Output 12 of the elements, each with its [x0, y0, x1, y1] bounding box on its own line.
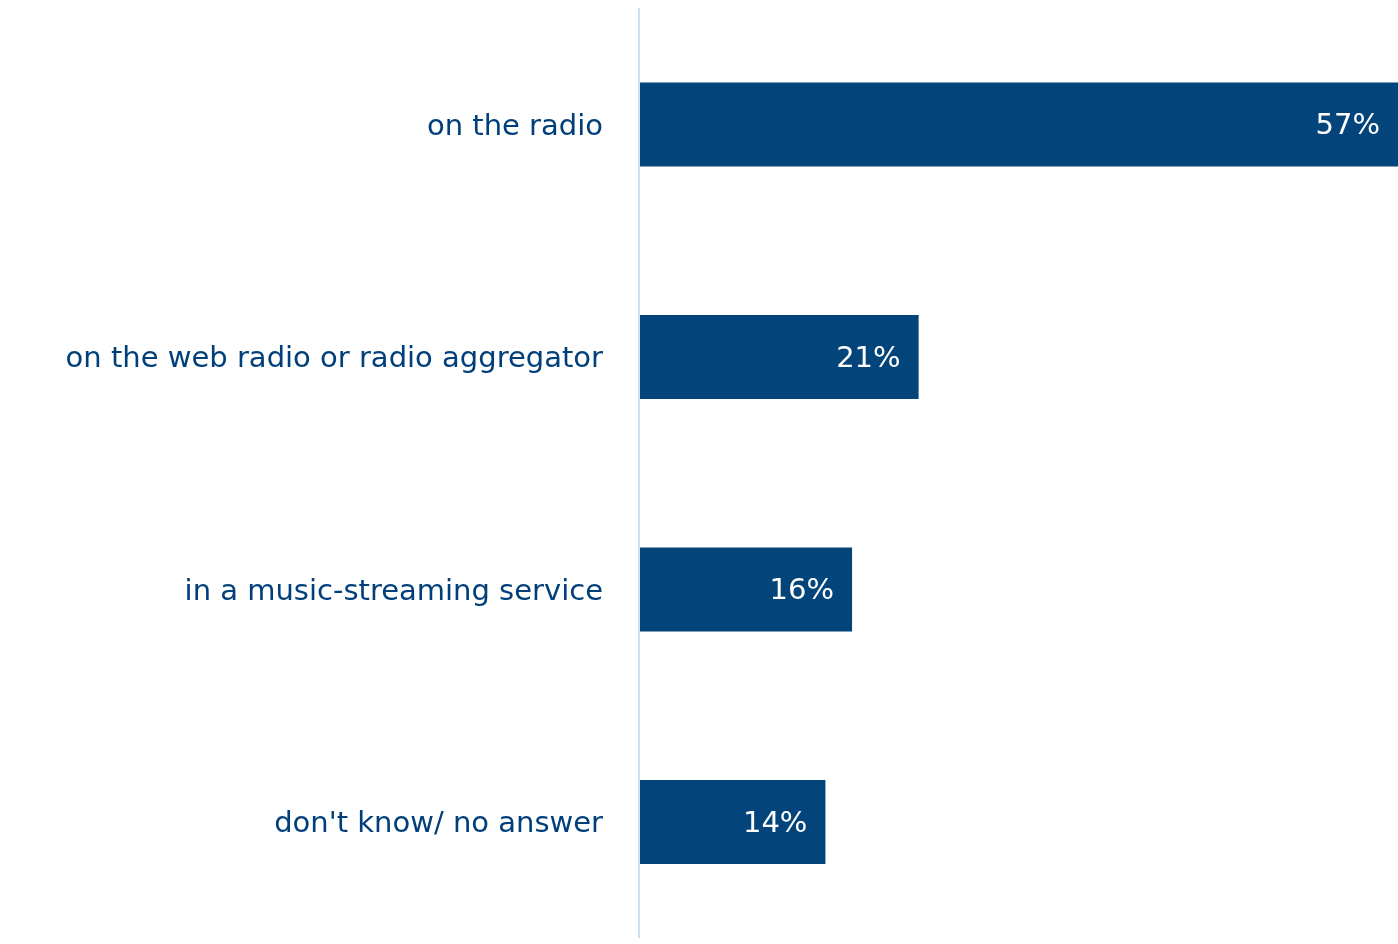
bar — [639, 314, 919, 399]
data-label: 16% — [769, 572, 835, 607]
bar — [639, 547, 853, 632]
data-label: 57% — [1315, 107, 1380, 142]
bar — [639, 82, 1398, 167]
data-label: 14% — [742, 804, 808, 839]
bar — [639, 779, 826, 864]
data-label: 21% — [836, 339, 901, 374]
y-tick-label: on the web radio or radio aggregator — [65, 340, 604, 375]
y-tick-label: don't know/ no answer — [274, 805, 604, 840]
y-tick-label: on the radio — [426, 107, 603, 142]
y-tick-label: in a music-streaming service — [184, 572, 603, 607]
